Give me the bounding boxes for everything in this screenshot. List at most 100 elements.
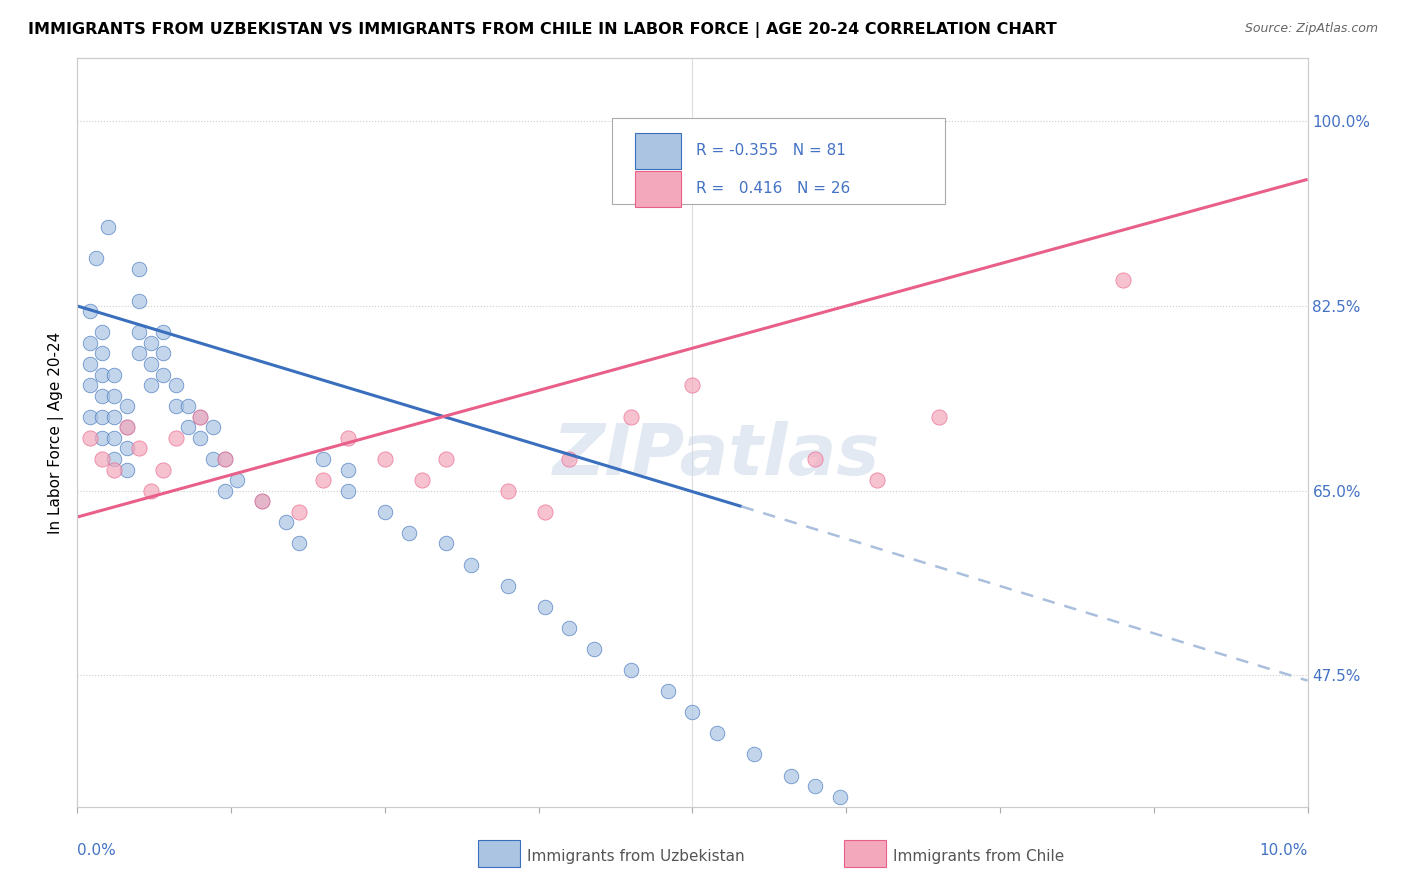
Point <box>79 335 101 350</box>
Point <box>165 431 187 445</box>
Point <box>866 811 889 825</box>
Point <box>188 431 212 445</box>
Point <box>141 483 163 498</box>
Point <box>214 452 236 467</box>
Point <box>374 452 396 467</box>
Point <box>534 505 557 519</box>
Point <box>460 558 482 572</box>
Point <box>141 378 163 392</box>
Point <box>90 431 114 445</box>
Point <box>411 473 433 487</box>
Point <box>1112 885 1135 892</box>
Point <box>928 831 950 846</box>
FancyBboxPatch shape <box>613 118 945 204</box>
Point <box>398 525 420 540</box>
Point <box>1076 874 1098 888</box>
Point <box>558 621 581 635</box>
Point <box>337 431 360 445</box>
Point <box>103 462 125 476</box>
Point <box>214 483 236 498</box>
Point <box>152 346 174 360</box>
Text: IMMIGRANTS FROM UZBEKISTAN VS IMMIGRANTS FROM CHILE IN LABOR FORCE | AGE 20-24 C: IMMIGRANTS FROM UZBEKISTAN VS IMMIGRANTS… <box>28 22 1057 38</box>
Point <box>742 747 765 762</box>
Point <box>706 726 728 740</box>
Point <box>90 452 114 467</box>
Point <box>226 473 249 487</box>
Point <box>103 409 125 424</box>
Point <box>436 536 458 550</box>
Point <box>804 779 827 793</box>
Point <box>312 452 335 467</box>
Text: 0.0%: 0.0% <box>77 843 117 858</box>
Point <box>115 399 138 413</box>
Text: R =   0.416   N = 26: R = 0.416 N = 26 <box>696 181 851 196</box>
Point <box>90 389 114 403</box>
Point <box>496 579 519 593</box>
Y-axis label: In Labor Force | Age 20-24: In Labor Force | Age 20-24 <box>48 332 65 533</box>
Point <box>337 462 360 476</box>
Point <box>152 326 174 340</box>
Point <box>128 346 150 360</box>
Point <box>97 219 120 234</box>
Point <box>928 409 950 424</box>
Point <box>657 684 679 698</box>
Point <box>79 304 101 318</box>
Point <box>620 409 643 424</box>
Point <box>1112 272 1135 286</box>
Point <box>890 822 912 836</box>
Point <box>620 663 643 677</box>
Point <box>90 346 114 360</box>
Bar <box>634 170 682 207</box>
Point <box>141 335 163 350</box>
Point <box>115 420 138 434</box>
Point <box>90 409 114 424</box>
Point <box>682 706 704 720</box>
Point <box>115 420 138 434</box>
Point <box>1050 863 1073 878</box>
Point <box>201 420 224 434</box>
Point <box>250 494 273 508</box>
Bar <box>634 133 682 169</box>
Point <box>115 462 138 476</box>
Text: ZIPatlas: ZIPatlas <box>554 421 880 490</box>
Point <box>250 494 273 508</box>
Point <box>288 505 311 519</box>
Point <box>79 357 101 371</box>
Point <box>436 452 458 467</box>
Point <box>558 452 581 467</box>
Point <box>79 431 101 445</box>
Point <box>90 368 114 382</box>
Point <box>337 483 360 498</box>
Point <box>830 789 852 804</box>
Point <box>534 599 557 614</box>
Point <box>79 409 101 424</box>
Point <box>1026 853 1049 867</box>
Point <box>103 389 125 403</box>
Point <box>177 399 200 413</box>
Point <box>374 505 396 519</box>
Point <box>152 462 174 476</box>
Text: R = -0.355   N = 81: R = -0.355 N = 81 <box>696 143 846 158</box>
Text: Source: ZipAtlas.com: Source: ZipAtlas.com <box>1244 22 1378 36</box>
Point <box>214 452 236 467</box>
Point <box>188 409 212 424</box>
Point <box>152 368 174 382</box>
Point <box>128 442 150 456</box>
Point <box>128 262 150 277</box>
Point <box>780 769 803 783</box>
Point <box>988 842 1011 856</box>
Point <box>103 431 125 445</box>
Point <box>312 473 335 487</box>
Point <box>103 368 125 382</box>
Point <box>90 326 114 340</box>
Point <box>804 452 827 467</box>
Point <box>583 642 606 657</box>
Point <box>79 378 101 392</box>
Text: 10.0%: 10.0% <box>1260 843 1308 858</box>
Point <box>128 293 150 308</box>
Point <box>496 483 519 498</box>
Point <box>84 252 107 266</box>
Point <box>128 326 150 340</box>
Point <box>866 473 889 487</box>
Point <box>288 536 311 550</box>
